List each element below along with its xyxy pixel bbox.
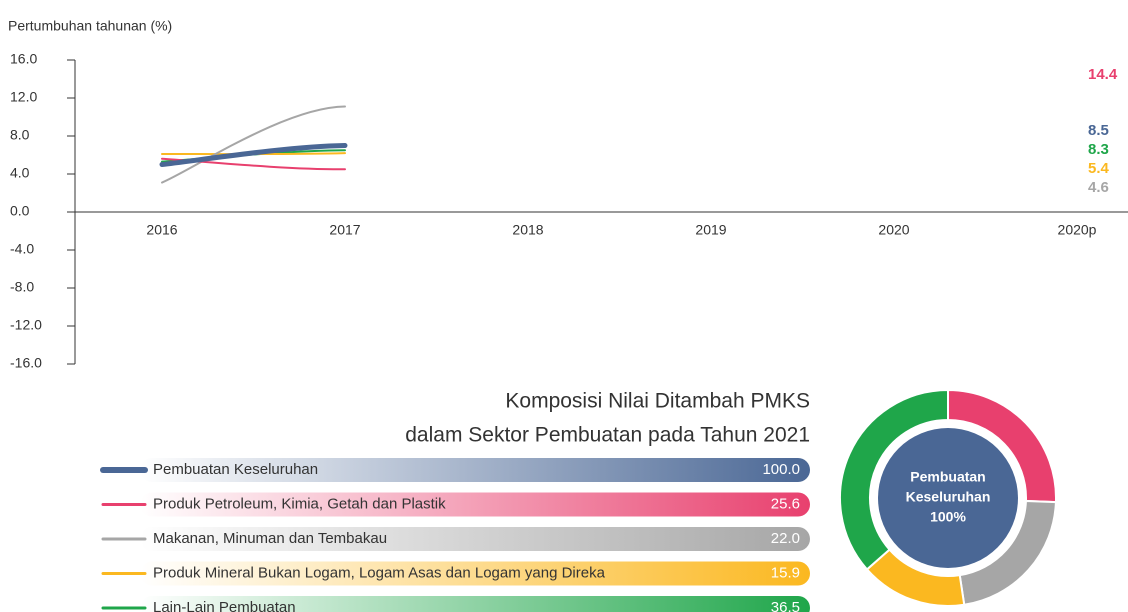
y-tick-label: -16.0 bbox=[10, 355, 42, 371]
series-line bbox=[161, 157, 346, 171]
y-tick-label: -8.0 bbox=[10, 279, 34, 295]
y-tick-label: 8.0 bbox=[10, 127, 30, 143]
end-label: 8.5 bbox=[1088, 122, 1109, 139]
y-tick-label: -12.0 bbox=[10, 317, 42, 333]
legend-label: Makanan, Minuman dan Tembakau bbox=[153, 530, 387, 547]
y-tick-label: -4.0 bbox=[10, 241, 34, 257]
panel-title: Komposisi Nilai Ditambah PMKS bbox=[505, 390, 810, 413]
end-label: 8.3 bbox=[1088, 141, 1109, 158]
value-label: 22.0 bbox=[771, 530, 800, 547]
value-label: 25.6 bbox=[771, 495, 800, 512]
value-label: 36.5 bbox=[771, 599, 800, 612]
y-tick-label: 16.0 bbox=[10, 51, 37, 67]
y-tick-label: 12.0 bbox=[10, 89, 37, 105]
legend-label: Produk Petroleum, Kimia, Getah dan Plast… bbox=[153, 495, 446, 512]
legend-bar bbox=[140, 458, 810, 482]
end-label: 14.4 bbox=[1088, 66, 1118, 83]
legend-label: Lain-Lain Pembuatan bbox=[153, 599, 296, 612]
series-line bbox=[159, 143, 348, 167]
legend-label: Produk Mineral Bukan Logam, Logam Asas d… bbox=[153, 564, 606, 581]
x-tick-label: 2016 bbox=[146, 222, 177, 238]
value-label: 15.9 bbox=[771, 564, 800, 581]
y-tick-label: 4.0 bbox=[10, 165, 30, 181]
x-tick-label: 2020 bbox=[878, 222, 909, 238]
center-label: Keseluruhan bbox=[906, 489, 991, 505]
legend-bar bbox=[140, 596, 810, 612]
series-line bbox=[161, 105, 346, 184]
center-label: Pembuatan bbox=[910, 469, 985, 485]
legend-bar bbox=[140, 527, 810, 551]
donut-center bbox=[878, 428, 1018, 568]
value-label: 100.0 bbox=[762, 461, 800, 478]
legend-bar bbox=[140, 561, 810, 586]
end-label: 5.4 bbox=[1088, 160, 1110, 177]
y-axis-label: Pertumbuhan tahunan (%) bbox=[8, 18, 172, 34]
x-tick-label: 2017 bbox=[329, 222, 360, 238]
y-tick-label: 0.0 bbox=[10, 203, 30, 219]
donut-slice bbox=[839, 388, 949, 571]
legend-label: Pembuatan Keseluruhan bbox=[153, 461, 318, 478]
x-tick-label: 2020p bbox=[1058, 222, 1097, 238]
x-tick-label: 2019 bbox=[695, 222, 726, 238]
x-tick-label: 2018 bbox=[512, 222, 543, 238]
panel-title: dalam Sektor Pembuatan pada Tahun 2021 bbox=[405, 424, 810, 447]
center-label: 100% bbox=[930, 509, 966, 525]
legend-bar bbox=[140, 492, 810, 517]
end-label: 4.6 bbox=[1088, 179, 1109, 196]
